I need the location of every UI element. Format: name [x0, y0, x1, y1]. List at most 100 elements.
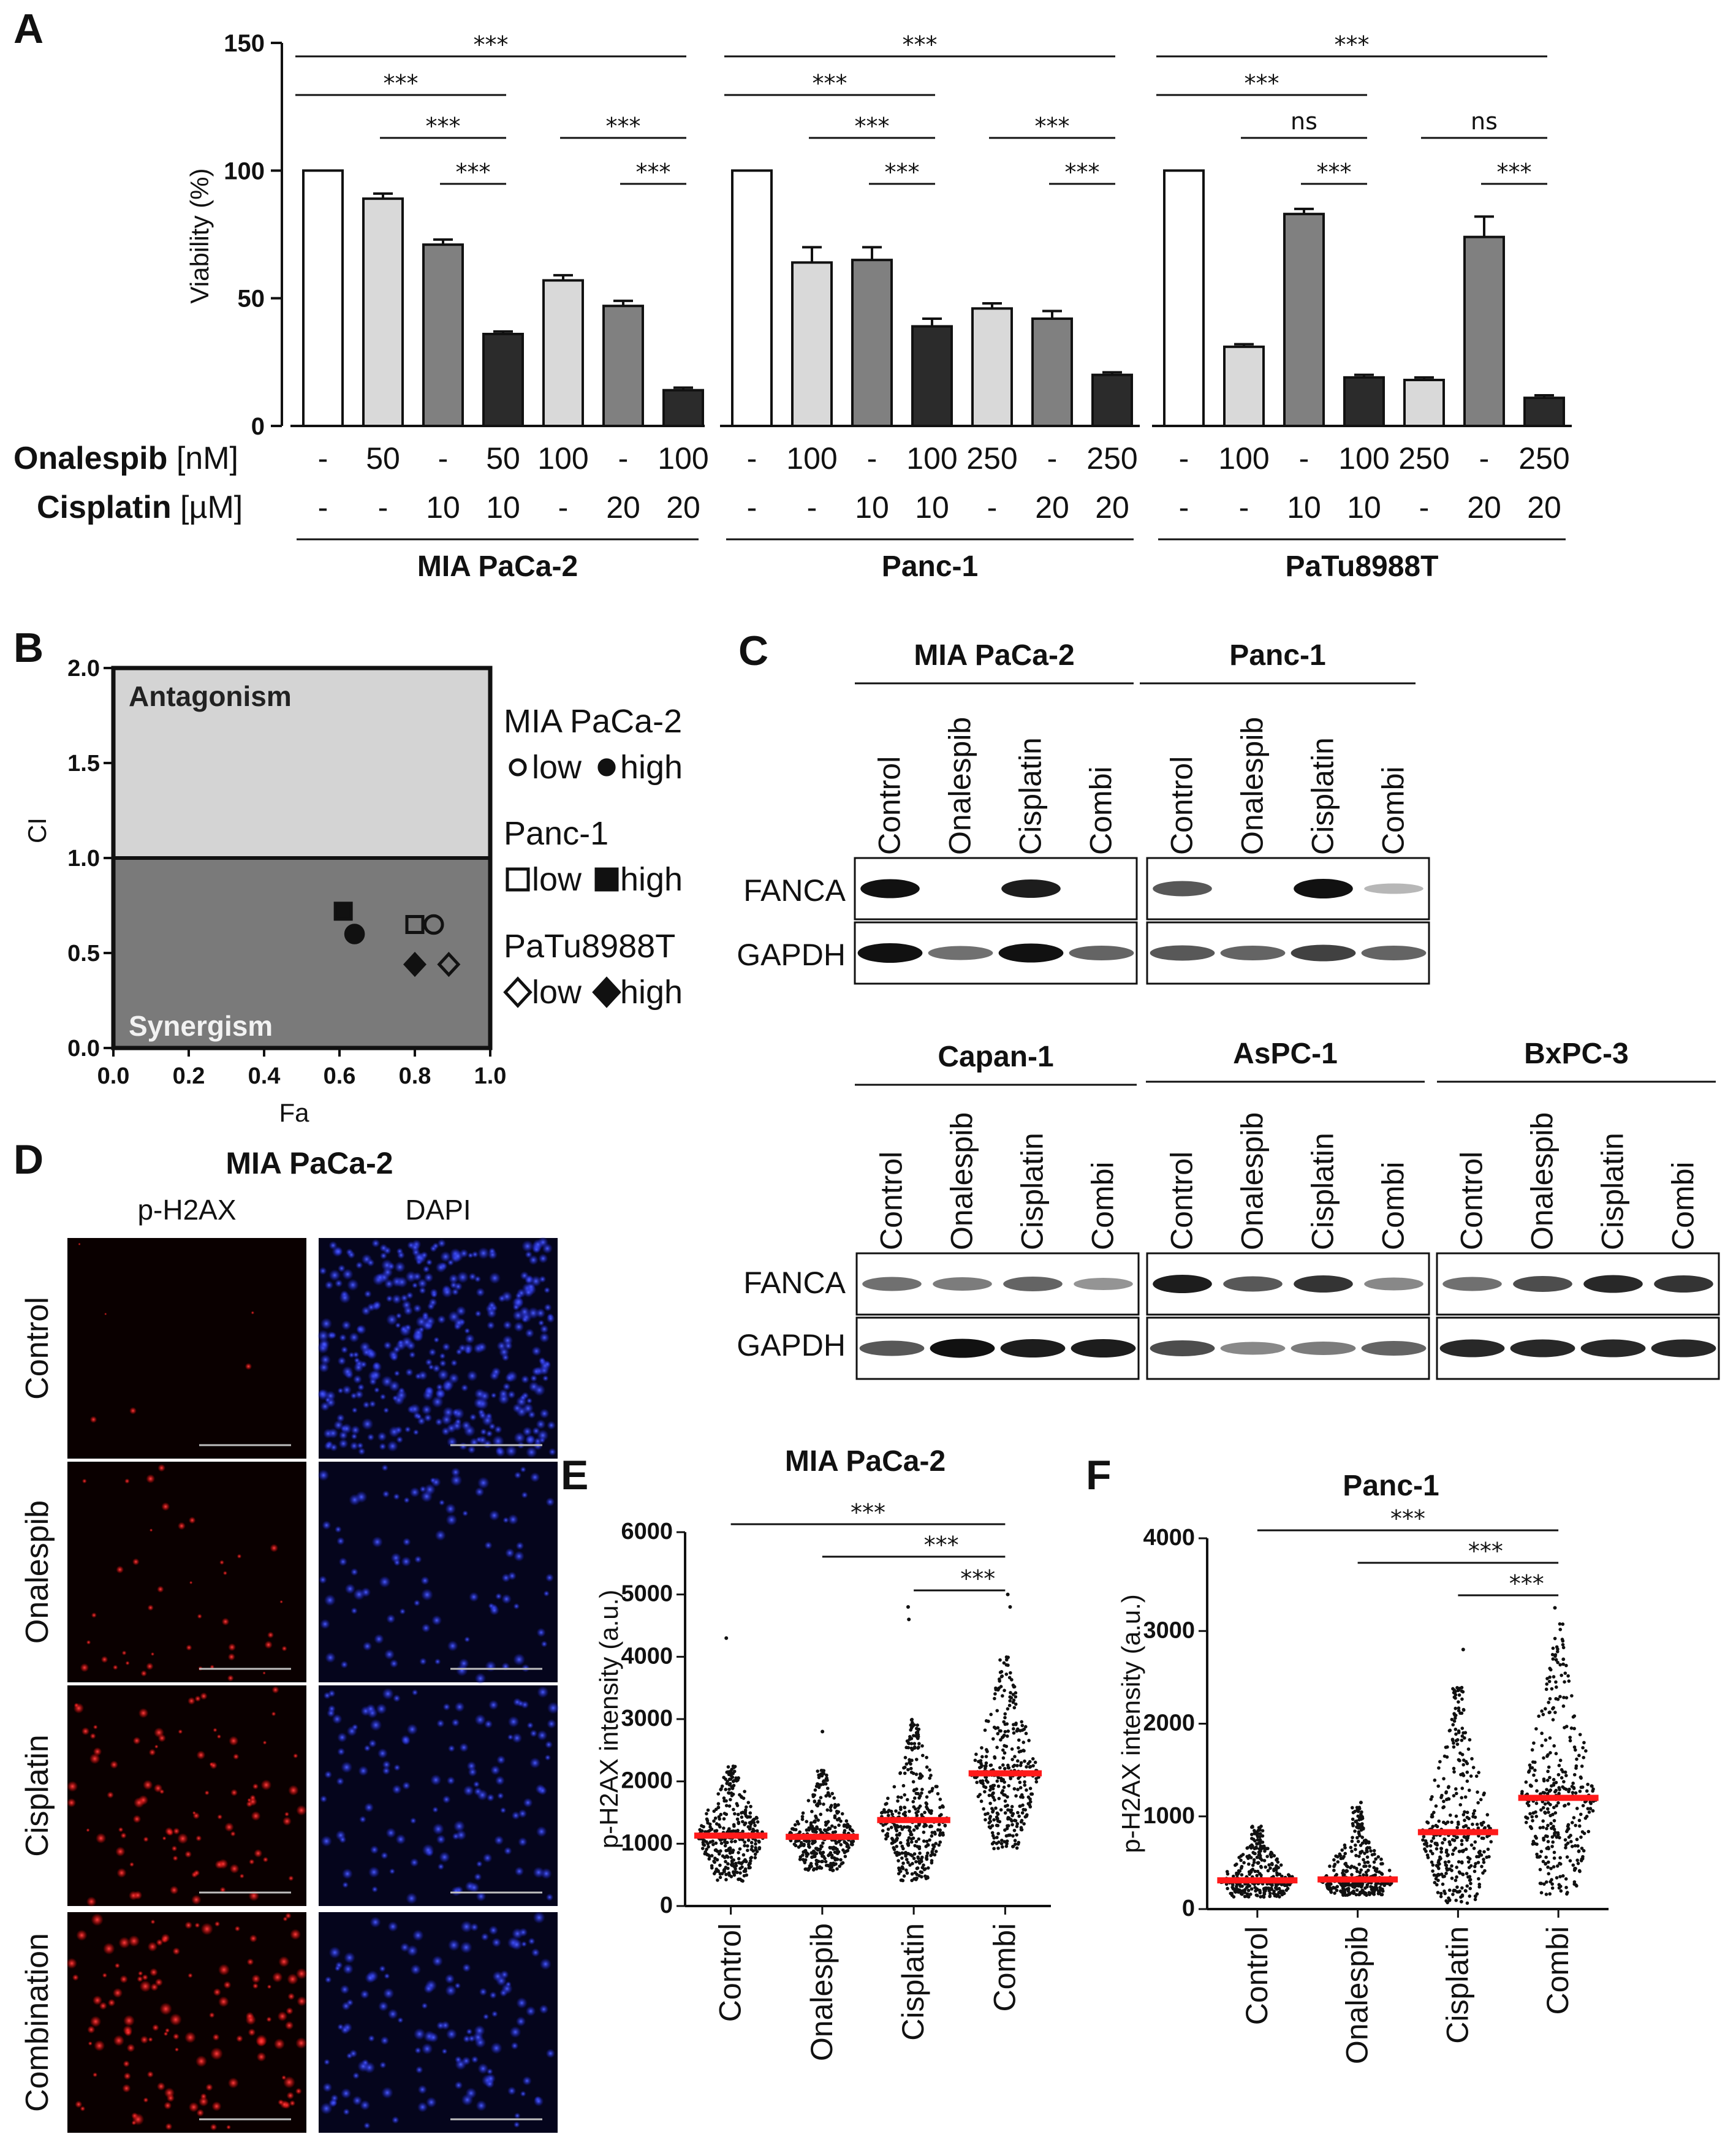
lane-label: Onalespib [1235, 1112, 1270, 1250]
bar [422, 243, 464, 427]
x-tick-label: Cisplatin [1440, 1926, 1474, 2044]
bar [602, 305, 644, 427]
legend-high: high [620, 861, 683, 898]
bar [662, 389, 704, 428]
y-tick-label: 5000 [621, 1581, 673, 1607]
bar [1031, 317, 1073, 427]
x-tick-label: 0.2 [173, 1063, 205, 1089]
onalespib-dose: - [1179, 441, 1189, 476]
micrograph-dots [317, 1464, 555, 1685]
combination-index-plot: Antagonism Synergism 0.0 0.5 1.0 1.5 2.0 0.0 0.2… [23, 656, 683, 1127]
condition-label: Combination [20, 1933, 55, 2112]
band-gapdh [1220, 1342, 1286, 1355]
band-fanca [1583, 1275, 1643, 1293]
lane-label: Combi [1084, 767, 1118, 855]
cisplatin-dose: - [1239, 490, 1249, 525]
antagonism-region [113, 668, 490, 858]
category-points [879, 1605, 950, 1883]
lane-label: Control [1165, 1152, 1199, 1250]
micrograph [67, 1238, 306, 1459]
cisplatin-dose: - [1419, 490, 1430, 525]
category-points [787, 1730, 858, 1872]
significance-label: *** [1245, 70, 1279, 97]
onalespib-dose: 250 [1518, 441, 1569, 476]
significance-label: ns [1471, 108, 1498, 135]
y-tick-label: 0 [251, 413, 265, 440]
lane-label: Control [874, 1152, 909, 1250]
significance-label: *** [1065, 159, 1100, 186]
row-label-gapdh: GAPDH [737, 938, 846, 972]
group-name: PaTu8988T [1286, 550, 1439, 583]
square-open-marker [405, 915, 425, 934]
band-fanca [1001, 879, 1061, 898]
row-label-gapdh: GAPDH [737, 1328, 846, 1362]
lane-label: Combi [1376, 1162, 1411, 1250]
cisplatin-dose: 20 [1467, 490, 1501, 525]
y-tick-label: 1000 [621, 1830, 673, 1856]
legend-group-name: Panc-1 [504, 815, 608, 852]
lane-label: Cisplatin [1306, 737, 1340, 855]
immunofluorescence-grid: p-H2AX DAPI Control Onalespib Cisplatin Combi… [20, 1194, 559, 2133]
micrograph-dots [78, 1242, 255, 1424]
band-fanca [1513, 1276, 1572, 1292]
diamond-filled-marker [592, 976, 621, 1008]
x-tick-label: 0.8 [399, 1063, 431, 1089]
synergism-region [113, 858, 490, 1048]
bar [851, 259, 893, 427]
y-tick-label: 1.5 [67, 751, 100, 777]
y-tick-label: 6000 [621, 1519, 673, 1544]
ph2ax-mia-scatter: 0 1000 2000 3000 4000 5000 6000 MIA PaCa-2 p-H2A… [594, 1445, 1051, 2061]
bar [1223, 345, 1265, 427]
y-tick-label: 4000 [1143, 1525, 1195, 1551]
condition-label: Onalespib [20, 1500, 55, 1644]
onalespib-dose: 50 [366, 441, 400, 476]
significance-label: *** [851, 1499, 885, 1526]
panel-label-e: E [561, 1452, 588, 1498]
blot-group-name: Panc-1 [1229, 639, 1325, 672]
significance-label: ns [1291, 108, 1317, 135]
lane-label: Onalespib [1525, 1112, 1560, 1250]
group-name: Panc-1 [882, 550, 978, 583]
micrograph-dots [67, 1686, 307, 1907]
significance-label: *** [1035, 113, 1070, 140]
cisplatin-dose: 10 [1287, 490, 1321, 525]
cisplatin-dose: 20 [1095, 490, 1129, 525]
onalespib-dose: 100 [658, 441, 708, 476]
panel-label-b: B [13, 625, 44, 671]
onalespib-dose: 250 [1398, 441, 1449, 476]
lane-label: Combi [1666, 1162, 1700, 1250]
x-tick-label: Onalespib [1340, 1926, 1374, 2064]
significance-label: *** [606, 113, 641, 140]
band-fanca [1223, 1276, 1283, 1292]
band-fanca [862, 1277, 922, 1291]
band-fanca [860, 879, 920, 898]
band-gapdh [1361, 1341, 1427, 1356]
band-fanca [1153, 881, 1212, 897]
band-gapdh [1510, 1339, 1575, 1357]
cisplatin-dose: - [987, 490, 998, 525]
band-gapdh [998, 943, 1064, 963]
y-tick-label: 0.5 [67, 941, 100, 966]
bar [302, 169, 344, 427]
y-tick-label: 1000 [1143, 1803, 1195, 1829]
x-tick-label: 0.4 [248, 1063, 281, 1089]
significance-label: *** [1317, 159, 1352, 186]
row-label-fanca: FANCA [743, 1266, 846, 1300]
y-tick-label: 150 [224, 30, 265, 57]
cisplatin-dose: 10 [915, 490, 949, 525]
legend-low: low [532, 861, 582, 898]
onalespib-dose: 50 [486, 441, 520, 476]
onalespib-dose: - [747, 441, 757, 476]
significance-label: *** [924, 1532, 959, 1559]
micrograph [67, 1912, 306, 2133]
onalespib-row-label: Onalespib [nM] [13, 441, 238, 476]
condition-label: Cisplatin [20, 1734, 55, 1856]
x-tick-label: Control [713, 1923, 748, 2022]
legend-high: high [620, 749, 683, 786]
y-tick-label: 2000 [1143, 1711, 1195, 1736]
diamond-open-marker [503, 976, 533, 1008]
lane-label: Cisplatin [1014, 737, 1048, 855]
band-fanca [1654, 1275, 1713, 1293]
onalespib-dose: - [867, 441, 877, 476]
